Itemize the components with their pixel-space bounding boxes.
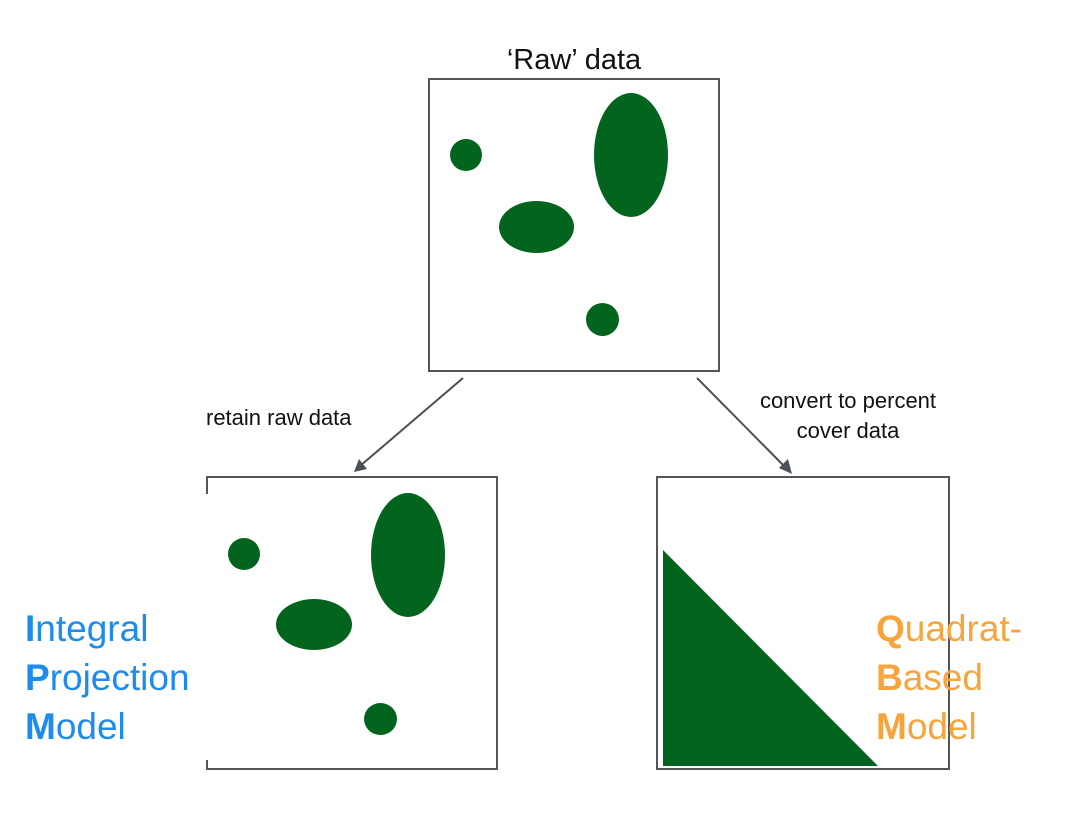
retain-raw-data-label: retain raw data xyxy=(206,405,352,430)
medium-plant-patch xyxy=(276,599,352,650)
convert-label-line-1: convert to percent xyxy=(759,388,937,413)
tiny-plant-patch xyxy=(586,303,619,336)
tiny-plant-patch xyxy=(364,703,397,735)
qbm-quadrat xyxy=(656,476,950,770)
right-arrow-line xyxy=(696,377,787,469)
convert-percent-cover-label: convert to percent cover data xyxy=(720,386,976,446)
small-plant-patch xyxy=(450,139,482,171)
large-plant-patch xyxy=(371,493,445,617)
qbm-label: Quadrat- Based Model xyxy=(876,604,1022,751)
raw-data-title: ‘Raw’ data xyxy=(506,44,642,76)
left-arrow-line xyxy=(359,377,464,467)
ipm-quadrat xyxy=(206,476,498,770)
large-plant-patch xyxy=(594,93,668,217)
ipm-label: Integral Projection Model xyxy=(25,604,190,751)
qbm-line-3: Model xyxy=(876,706,977,747)
left-arrow-head xyxy=(354,459,367,472)
ipm-line-2: Projection xyxy=(25,657,190,698)
ipm-line-1: Integral xyxy=(25,608,149,649)
right-arrow-head xyxy=(779,459,792,474)
raw-data-quadrat xyxy=(428,78,720,372)
convert-label-line-2: cover data xyxy=(796,418,900,443)
percent-cover-triangle xyxy=(663,550,878,766)
qbm-line-2: Based xyxy=(876,657,983,698)
ipm-line-3: Model xyxy=(25,706,126,747)
small-plant-patch xyxy=(228,538,260,570)
qbm-line-1: Quadrat- xyxy=(876,608,1023,649)
medium-plant-patch xyxy=(499,201,574,253)
